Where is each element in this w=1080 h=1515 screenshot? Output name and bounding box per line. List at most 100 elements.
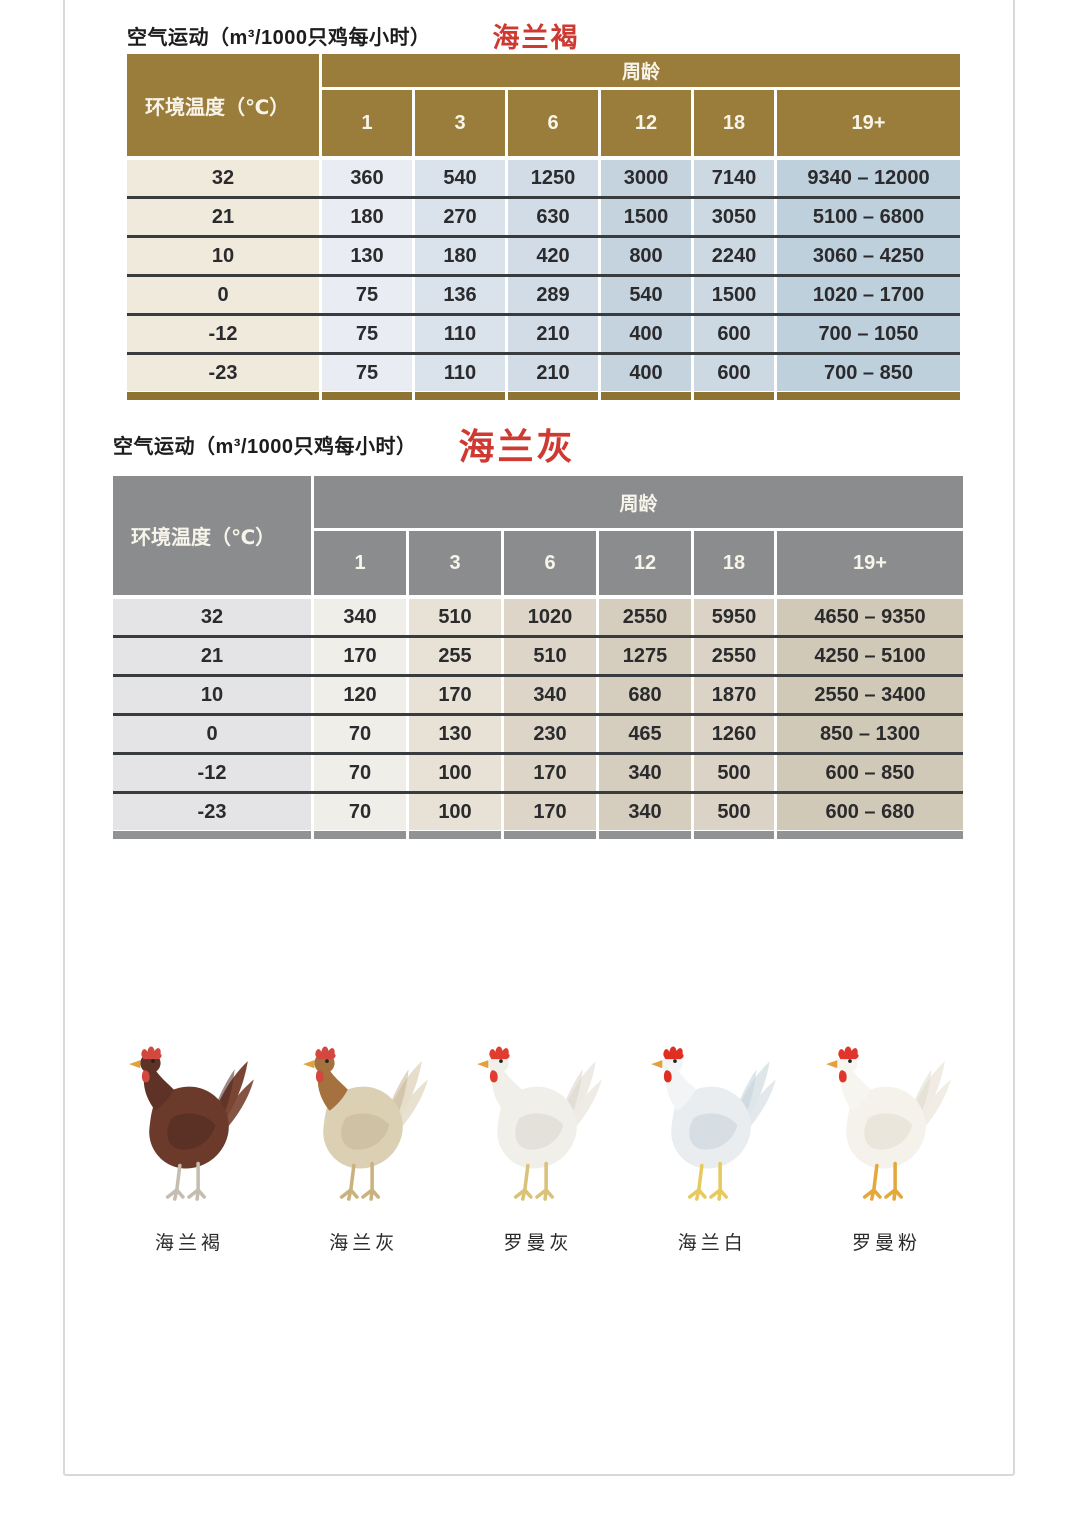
- value-cell: 270: [415, 199, 505, 235]
- value-cell: 230: [504, 716, 596, 752]
- temp-cell: -12: [113, 755, 311, 791]
- header-temp: 环境温度（℃）: [113, 476, 311, 595]
- table-row: -23 70 100 170 340 500 600 – 680: [113, 791, 963, 830]
- value-cell: 340: [504, 677, 596, 713]
- table-row: -12 75 110 210 400 600 700 – 1050: [127, 313, 960, 352]
- table-row: -23 75 110 210 400 600 700 – 850: [127, 352, 960, 391]
- value-cell: 600 – 850: [777, 755, 963, 791]
- value-cell: 5950: [694, 599, 774, 635]
- value-cell: 600 – 680: [777, 794, 963, 830]
- table-bottom-bar: [127, 392, 960, 400]
- hen-image: [293, 1032, 435, 1218]
- table-row: -12 70 100 170 340 500 600 – 850: [113, 752, 963, 791]
- value-cell: 130: [409, 716, 501, 752]
- table2-title: 空气运动（m³/1000只鸡每小时）: [113, 435, 417, 458]
- value-cell: 600: [694, 355, 774, 391]
- chicken-label: 海兰灰: [329, 1233, 399, 1254]
- temp-cell: 10: [113, 677, 311, 713]
- value-cell: 1020: [504, 599, 596, 635]
- value-cell: 1500: [694, 277, 774, 313]
- value-cell: 1500: [601, 199, 691, 235]
- value-cell: 210: [508, 316, 598, 352]
- header-age: 1: [314, 531, 406, 595]
- value-cell: 3060 – 4250: [777, 238, 960, 274]
- value-cell: 800: [601, 238, 691, 274]
- value-cell: 630: [508, 199, 598, 235]
- chicken-label: 海兰褐: [154, 1233, 224, 1254]
- value-cell: 70: [314, 716, 406, 752]
- table-row: 21 180 270 630 1500 3050 5100 – 6800: [127, 196, 960, 235]
- value-cell: 170: [504, 794, 596, 830]
- value-cell: 1020 – 1700: [777, 277, 960, 313]
- chicken-lohmann-grey: 罗曼灰: [461, 1032, 616, 1255]
- value-cell: 2550: [599, 599, 691, 635]
- header-age-span: 周龄: [314, 476, 963, 528]
- value-cell: 680: [599, 677, 691, 713]
- value-cell: 3050: [694, 199, 774, 235]
- value-cell: 340: [599, 794, 691, 830]
- table-row: 32 360 540 1250 3000 7140 9340 – 12000: [127, 160, 960, 196]
- chicken-hyline-brown: 海兰褐: [112, 1032, 267, 1255]
- table1-title: 空气运动（m³/1000只鸡每小时）: [127, 27, 431, 49]
- temp-cell: 32: [113, 599, 311, 635]
- value-cell: 540: [415, 160, 505, 196]
- temp-cell: -23: [113, 794, 311, 830]
- temp-cell: -12: [127, 316, 319, 352]
- chicken-label: 罗曼粉: [851, 1233, 921, 1254]
- table-bottom-bar: [113, 831, 963, 839]
- table-header: 环境温度（℃） 周龄 1 3 6 12 18 19+: [113, 476, 963, 595]
- header-age: 3: [415, 90, 505, 156]
- chicken-hyline-grey: 海兰灰: [286, 1032, 441, 1255]
- value-cell: 700 – 1050: [777, 316, 960, 352]
- value-cell: 100: [409, 755, 501, 791]
- value-cell: 600: [694, 316, 774, 352]
- breed-label-hyline-brown: 海兰褐: [492, 23, 580, 53]
- value-cell: 210: [508, 355, 598, 391]
- temp-cell: 0: [127, 277, 319, 313]
- temp-cell: -23: [127, 355, 319, 391]
- value-cell: 5100 – 6800: [777, 199, 960, 235]
- table1-title-row: 空气运动（m³/1000只鸡每小时） 海兰褐: [127, 16, 580, 55]
- value-cell: 465: [599, 716, 691, 752]
- value-cell: 1275: [599, 638, 691, 674]
- value-cell: 180: [415, 238, 505, 274]
- value-cell: 136: [415, 277, 505, 313]
- header-age: 1: [322, 90, 412, 156]
- header-age: 6: [508, 90, 598, 156]
- value-cell: 700 – 850: [777, 355, 960, 391]
- value-cell: 255: [409, 638, 501, 674]
- value-cell: 340: [314, 599, 406, 635]
- value-cell: 100: [409, 794, 501, 830]
- header-age: 19+: [777, 531, 963, 595]
- value-cell: 170: [409, 677, 501, 713]
- table2-title-row: 空气运动（m³/1000只鸡每小时） 海兰灰: [113, 418, 576, 470]
- value-cell: 9340 – 12000: [777, 160, 960, 196]
- table-row: 21 170 255 510 1275 2550 4250 – 5100: [113, 635, 963, 674]
- value-cell: 70: [314, 755, 406, 791]
- hen-image: [641, 1032, 783, 1218]
- value-cell: 130: [322, 238, 412, 274]
- table-row: 10 120 170 340 680 1870 2550 – 3400: [113, 674, 963, 713]
- breed-label-hyline-grey: 海兰灰: [458, 426, 576, 467]
- value-cell: 1250: [508, 160, 598, 196]
- value-cell: 2550 – 3400: [777, 677, 963, 713]
- table-body: 32 360 540 1250 3000 7140 9340 – 12000 2…: [127, 160, 960, 391]
- chicken-gallery: 海兰褐 海兰灰 罗曼灰 海兰白 罗曼粉: [112, 1032, 964, 1255]
- header-age: 18: [694, 531, 774, 595]
- hen-image: [467, 1032, 609, 1218]
- value-cell: 1870: [694, 677, 774, 713]
- chicken-lohmann-pink: 罗曼粉: [809, 1032, 964, 1255]
- table-body: 32 340 510 1020 2550 5950 4650 – 9350 21…: [113, 599, 963, 830]
- value-cell: 4250 – 5100: [777, 638, 963, 674]
- value-cell: 1260: [694, 716, 774, 752]
- temp-cell: 0: [113, 716, 311, 752]
- hen-image: [119, 1032, 261, 1218]
- hen-image: [816, 1032, 958, 1218]
- header-age: 6: [504, 531, 596, 595]
- value-cell: 510: [409, 599, 501, 635]
- value-cell: 420: [508, 238, 598, 274]
- value-cell: 110: [415, 355, 505, 391]
- chicken-label: 海兰白: [677, 1233, 747, 1254]
- header-age: 12: [601, 90, 691, 156]
- temp-cell: 21: [113, 638, 311, 674]
